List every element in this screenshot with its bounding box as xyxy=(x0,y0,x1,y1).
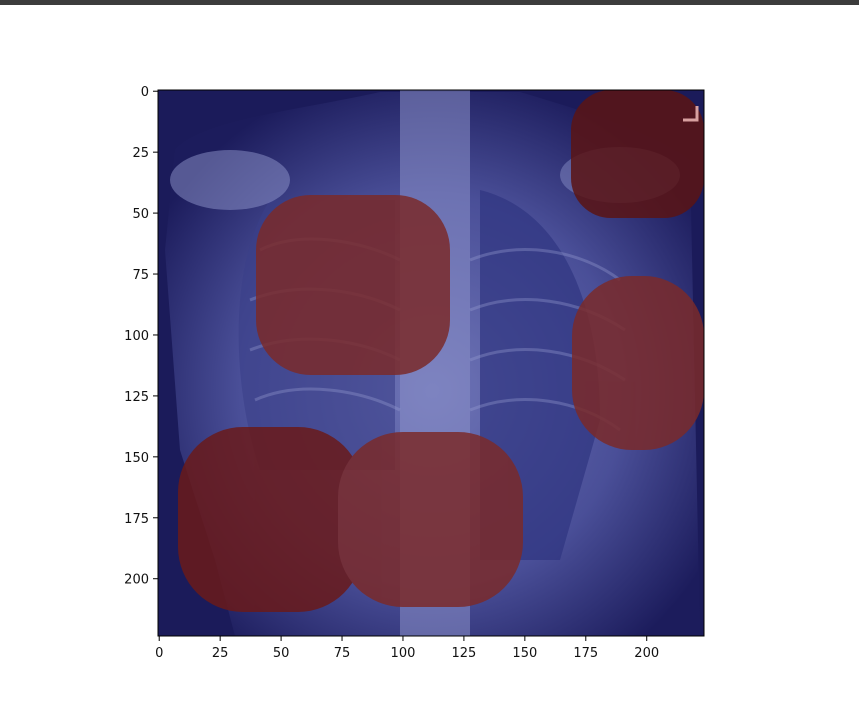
activation-regions xyxy=(178,90,704,612)
y-tick-label: 150 xyxy=(124,451,149,466)
y-tick-label: 125 xyxy=(124,390,149,405)
y-tick-label: 75 xyxy=(132,268,149,283)
xray-image xyxy=(158,90,704,636)
y-axis: 0 25 50 75 100 125 150 175 200 xyxy=(124,85,158,588)
y-tick-label: 50 xyxy=(132,207,149,222)
plot-frame xyxy=(157,89,705,637)
heatmap-plot: 0 25 50 75 100 125 150 175 200 0 25 50 75 100 125 150 1… xyxy=(124,85,705,661)
x-tick-label: 125 xyxy=(451,646,476,661)
x-tick-label: 100 xyxy=(391,646,416,661)
x-axis: 0 25 50 75 100 125 150 175 200 xyxy=(155,636,659,661)
x-tick-label: 150 xyxy=(512,646,537,661)
x-tick-label: 175 xyxy=(573,646,598,661)
x-tick-label: 200 xyxy=(634,646,659,661)
x-tick-label: 75 xyxy=(334,646,351,661)
y-tick-label: 25 xyxy=(132,146,149,161)
window-top-bar xyxy=(0,0,859,5)
figure-canvas: 0 25 50 75 100 125 150 175 200 0 25 50 75 100 125 150 1… xyxy=(0,5,859,710)
x-tick-label: 50 xyxy=(273,646,290,661)
y-tick-label: 100 xyxy=(124,329,149,344)
y-tick-label: 175 xyxy=(124,512,149,527)
y-tick-label: 0 xyxy=(141,85,149,100)
x-tick-label: 0 xyxy=(155,646,163,661)
x-tick-label: 25 xyxy=(212,646,229,661)
y-tick-label: 200 xyxy=(124,573,149,588)
